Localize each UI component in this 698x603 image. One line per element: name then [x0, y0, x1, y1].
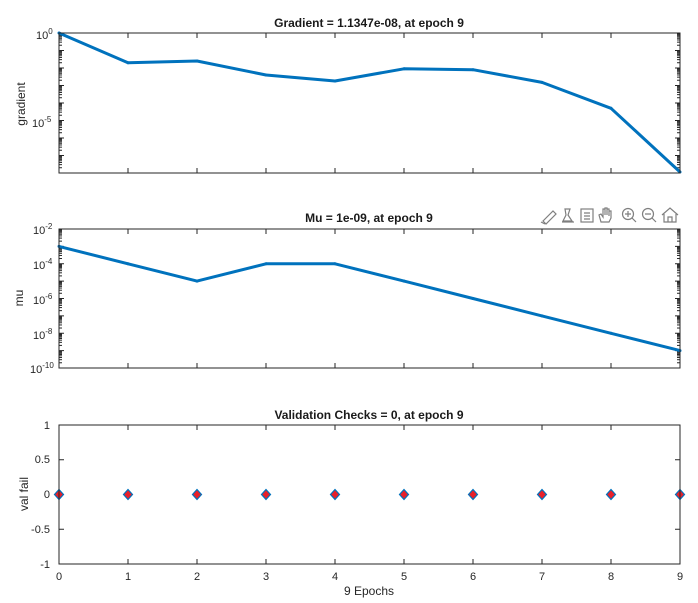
- mu-point: [402, 279, 406, 283]
- gradient-point: [540, 80, 544, 84]
- validation-diamond-marker: [329, 488, 341, 501]
- validation-diamond-marker: [467, 488, 479, 501]
- gradient-point: [264, 73, 268, 77]
- validation-xtick-labels: 0 1 2 3 4 5 6 7 8 9: [56, 571, 683, 583]
- validation-diamond-marker: [260, 488, 272, 501]
- gradient-panel: Gradient = 1.1347e-08, at epoch 9 100 10…: [14, 16, 682, 174]
- gradient-point: [126, 61, 130, 65]
- home-icon[interactable]: [661, 207, 679, 223]
- validation-ytick-label: 0.5: [35, 454, 50, 466]
- validation-xtick-label: 2: [194, 571, 200, 583]
- mu-plot-area: [57, 228, 682, 369]
- validation-panel: Validation Checks = 0, at epoch 9 1 0.5 …: [17, 408, 686, 598]
- validation-xtick-label: 3: [263, 571, 269, 583]
- gradient-ytick-label: 100: [36, 27, 53, 42]
- data-tips-icon[interactable]: [562, 208, 574, 223]
- gradient-series-line: [58, 31, 682, 174]
- zoom-in-icon[interactable]: [621, 207, 637, 223]
- validation-xtick-label: 7: [539, 571, 545, 583]
- mu-title: Mu = 1e-09, at epoch 9: [305, 211, 433, 225]
- validation-xtick-label: 8: [608, 571, 614, 583]
- mu-ytick-label: 10-10: [30, 361, 54, 376]
- mu-point: [609, 331, 613, 335]
- mu-series-line: [58, 244, 681, 353]
- validation-diamond-marker: [536, 488, 548, 501]
- axes-toolbar: [540, 207, 679, 225]
- gradient-point: [402, 67, 406, 71]
- validation-axes-box: [58, 424, 681, 565]
- gradient-plot-area: [57, 31, 682, 174]
- gradient-ylabel: gradient: [14, 82, 28, 126]
- validation-diamond-marker: [122, 488, 134, 501]
- mu-point: [540, 314, 544, 318]
- mu-point: [333, 262, 337, 266]
- validation-xtick-label: 9: [677, 571, 683, 583]
- brush-icon[interactable]: [540, 210, 557, 225]
- mu-ytick-label: 10-4: [33, 257, 53, 272]
- pan-hand-icon[interactable]: [598, 207, 612, 223]
- validation-plot-area: [53, 424, 686, 565]
- mu-ytick-label: 10-2: [33, 222, 53, 237]
- validation-diamond-marker: [398, 488, 410, 501]
- mu-point: [195, 279, 199, 283]
- mu-axes-box: [58, 228, 681, 369]
- validation-ytick-label: 0: [44, 489, 50, 501]
- legend-icon[interactable]: [580, 208, 594, 223]
- validation-title: Validation Checks = 0, at epoch 9: [274, 408, 463, 422]
- validation-xtick-label: 4: [332, 571, 338, 583]
- gradient-point: [195, 59, 199, 63]
- validation-xtick-label: 5: [401, 571, 407, 583]
- validation-ylabel: val fail: [17, 477, 31, 511]
- gradient-point: [609, 106, 613, 110]
- validation-ytick-label: -0.5: [31, 524, 50, 536]
- mu-point: [126, 262, 130, 266]
- validation-ytick-label: -1: [40, 559, 50, 571]
- gradient-ytick-label: 10-5: [32, 115, 52, 130]
- validation-xtick-label: 0: [56, 571, 62, 583]
- mu-point: [471, 297, 475, 300]
- validation-xlabel: 9 Epochs: [344, 584, 394, 598]
- mu-point: [264, 262, 268, 266]
- validation-xtick-label: 6: [470, 571, 476, 583]
- gradient-axes-box: [58, 32, 681, 174]
- gradient-title: Gradient = 1.1347e-08, at epoch 9: [274, 16, 464, 30]
- validation-diamond-marker: [191, 488, 203, 501]
- mu-ylabel: mu: [12, 290, 26, 307]
- gradient-point: [471, 68, 475, 72]
- mu-ytick-label: 10-6: [33, 292, 53, 307]
- validation-diamond-marker: [605, 488, 617, 501]
- gradient-point: [333, 79, 337, 83]
- mu-ytick-label: 10-8: [33, 327, 53, 342]
- validation-xtick-label: 1: [125, 571, 131, 583]
- mu-panel: Mu = 1e-09, at epoch 9 10-2 10-4 10-6 10…: [12, 211, 682, 376]
- zoom-out-icon[interactable]: [641, 207, 657, 223]
- validation-ytick-label: 1: [44, 420, 50, 432]
